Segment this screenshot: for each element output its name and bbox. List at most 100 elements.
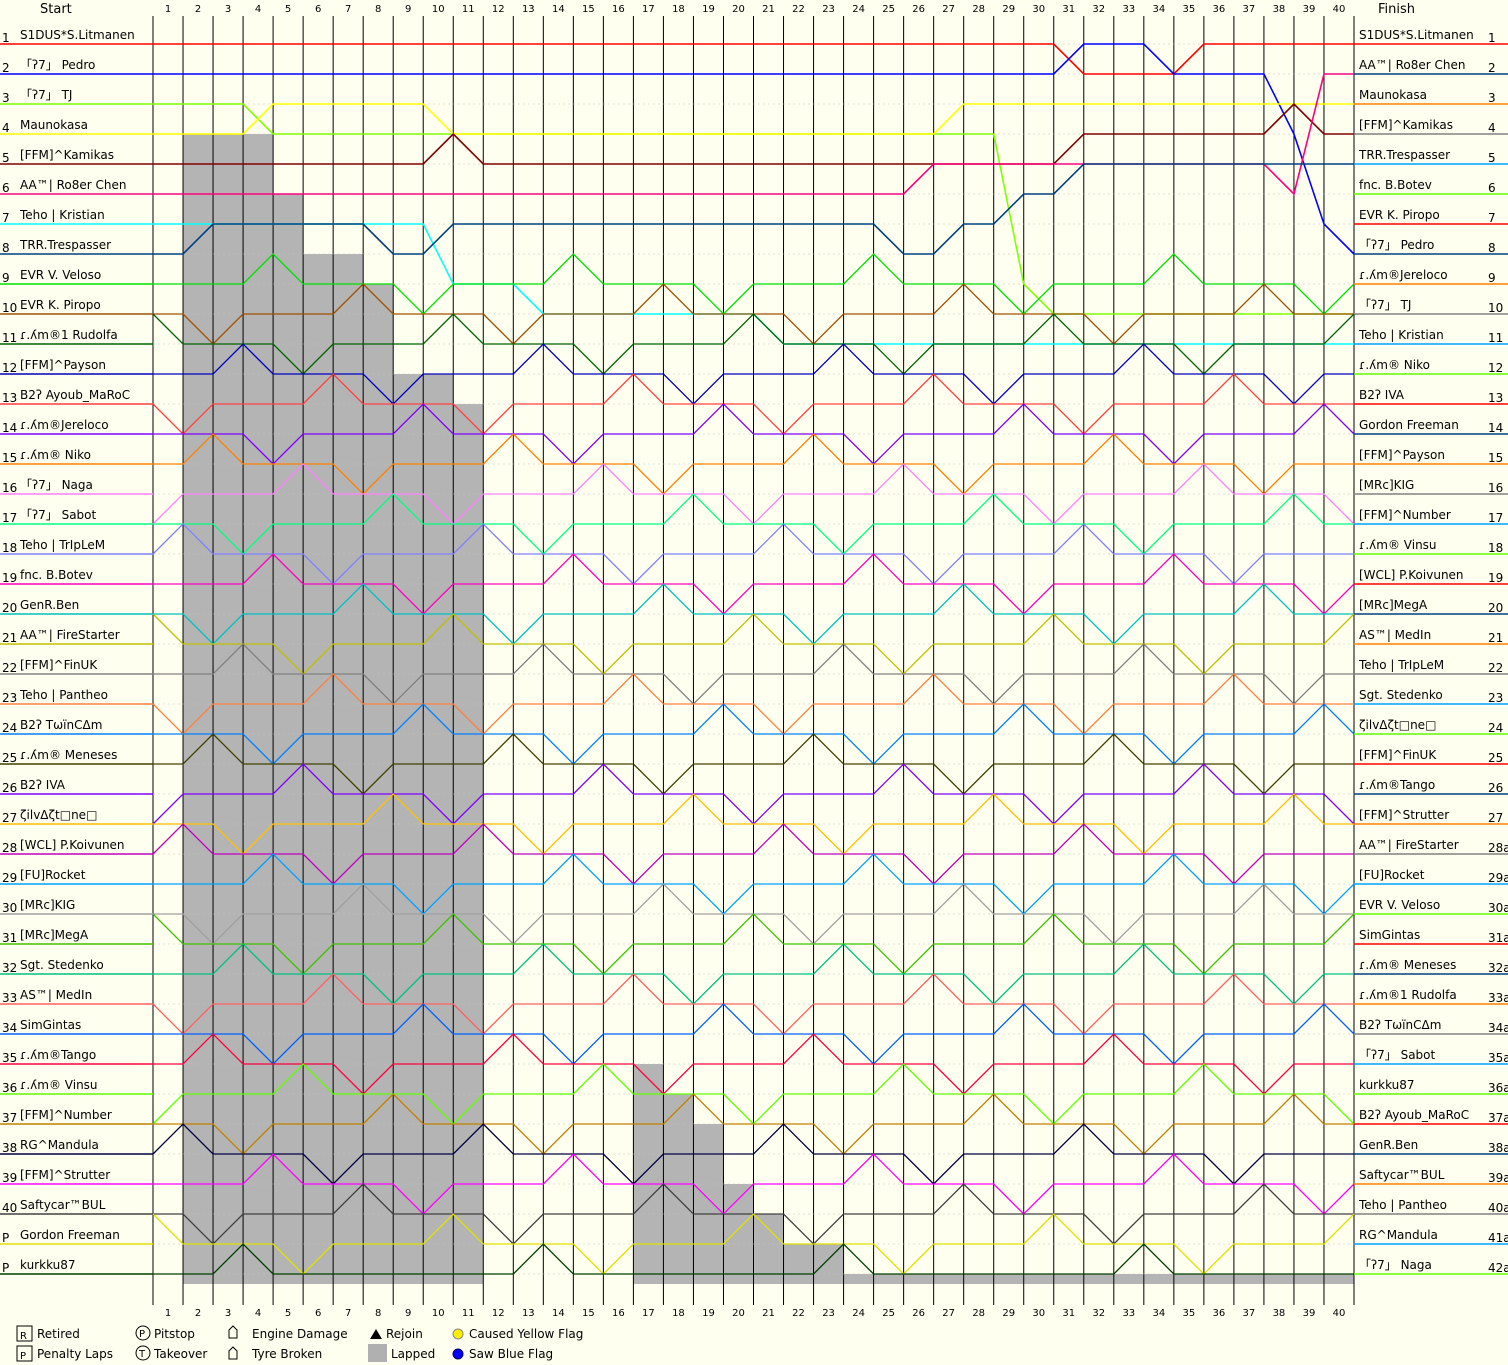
start-driver-name: GenR.Ben xyxy=(20,598,79,612)
series-line-24 xyxy=(153,703,1355,765)
finish-position: 15 xyxy=(1488,451,1503,465)
lapped-bar-11 xyxy=(453,404,484,1284)
finish-position: 14 xyxy=(1488,421,1503,435)
finish-position: 26 xyxy=(1488,781,1503,795)
series-line-2 xyxy=(153,43,1355,255)
start-position: 38 xyxy=(2,1141,17,1155)
lapped-bar-10 xyxy=(423,374,454,1284)
lapped-icon xyxy=(368,1344,387,1362)
lap-label: 8 xyxy=(375,4,381,15)
series-line-1 xyxy=(153,43,1354,75)
lap-label: 19 xyxy=(702,4,715,15)
series-line-42 xyxy=(153,1243,1354,1275)
lap-label: 25 xyxy=(882,4,895,15)
finish-position: 8 xyxy=(1488,241,1496,255)
start-driver-name: B2ʔ TѡїnCΔm xyxy=(20,718,102,732)
start-header: Start xyxy=(40,2,72,17)
finish-driver-name: ɾ.ʎm®Jereloco xyxy=(1359,268,1448,282)
start-position: 2 xyxy=(2,61,10,75)
series-line-23 xyxy=(152,673,1354,735)
lap-label: 26 xyxy=(912,1308,925,1319)
finish-driver-name: [WCL] P.Koivunen xyxy=(1359,568,1464,582)
series-line-31 xyxy=(152,913,1355,975)
lap-label: 31 xyxy=(1062,4,1075,15)
start-driver-name: [FU]Rocket xyxy=(20,868,86,882)
lap-label: 34 xyxy=(1152,4,1165,15)
position-lines xyxy=(152,43,1355,1275)
lapped-bar-21 xyxy=(753,1214,784,1284)
finish-driver-name: Sgt. Stedenko xyxy=(1359,688,1443,702)
lap-label: 23 xyxy=(822,4,835,15)
series-line-13 xyxy=(152,373,1354,435)
start-position: 34 xyxy=(2,1021,17,1035)
start-position: 27 xyxy=(2,811,17,825)
finish-position: 38a xyxy=(1488,1141,1508,1155)
finish-position: 12 xyxy=(1488,361,1503,375)
finish-driver-name: [MRc]KIG xyxy=(1359,478,1414,492)
finish-position: 41a xyxy=(1488,1231,1508,1245)
finish-driver-name: ɾ.ʎm®1 Rudolfa xyxy=(1359,988,1457,1002)
lap-label: 24 xyxy=(852,4,865,15)
lapped-bar-38 xyxy=(1263,1274,1294,1284)
start-driver-name: Gordon Freeman xyxy=(20,1228,120,1242)
finish-position: 36a xyxy=(1488,1081,1508,1095)
finish-driver-name: Saftycar™BUL xyxy=(1359,1168,1445,1182)
finish-position: 3 xyxy=(1488,91,1496,105)
lap-label: 33 xyxy=(1122,4,1135,15)
start-driver-name: 「ʔ7」 Naga xyxy=(20,478,93,492)
legend-lapped: Lapped xyxy=(391,1347,435,1361)
finish-driver-name: ɾ.ʎm®Tango xyxy=(1359,778,1435,792)
finish-position: 16 xyxy=(1488,481,1503,495)
lap-label: 38 xyxy=(1273,4,1286,15)
lap-label: 17 xyxy=(642,4,655,15)
lap-label: 15 xyxy=(582,4,595,15)
finish-position: 33a xyxy=(1488,991,1508,1005)
finish-driver-name: [FFM]^Payson xyxy=(1359,448,1445,462)
lapped-bar-8 xyxy=(363,284,394,1284)
start-driver-name: [FFM]^Kamikas xyxy=(20,148,114,162)
start-driver-name: EVR K. Piropo xyxy=(20,298,101,312)
start-driver-name: Sgt. Stedenko xyxy=(20,958,104,972)
series-line-37 xyxy=(153,1093,1354,1155)
finish-driver-name: [MRc]MegA xyxy=(1359,598,1428,612)
start-driver-name: TRR.Trespasser xyxy=(19,238,111,252)
start-position: 14 xyxy=(2,421,17,435)
start-driver-name: ɾ.ʎm®1 Rudolfa xyxy=(20,328,118,342)
series-line-15 xyxy=(153,433,1354,495)
finish-position: 24 xyxy=(1488,721,1503,735)
start-driver-name: ɾ.ʎm® Niko xyxy=(20,448,91,462)
finish-driver-name: AA™| Ro8er Chen xyxy=(1359,58,1466,72)
start-position: 9 xyxy=(2,271,10,285)
finish-driver-name: 「ʔ7」 Naga xyxy=(1359,1258,1432,1272)
lapped-bar-3 xyxy=(213,134,244,1284)
lap-label: 29 xyxy=(1002,4,1015,15)
start-driver-name: 「ʔ7」 Pedro xyxy=(20,58,95,72)
blue-flag-icon xyxy=(452,1348,464,1360)
lap-label: 18 xyxy=(672,1308,685,1319)
series-line-25 xyxy=(153,733,1354,795)
lapped-bar-25 xyxy=(873,1274,904,1284)
finish-position: 7 xyxy=(1488,211,1496,225)
series-line-4 xyxy=(153,103,1354,135)
finish-driver-name: EVR V. Veloso xyxy=(1359,898,1440,912)
legend-tyre: Tyre Broken xyxy=(251,1347,322,1361)
start-position: 10 xyxy=(2,301,17,315)
finish-driver-name: SimGintas xyxy=(1359,928,1420,942)
finish-position: 13 xyxy=(1488,391,1503,405)
start-position: 1 xyxy=(2,31,10,45)
start-position: 19 xyxy=(2,571,17,585)
start-position: 12 xyxy=(2,361,17,375)
start-position: 30 xyxy=(2,901,17,915)
legend: R Retired P Pitstop Engine Damage Rejoin… xyxy=(16,1325,583,1362)
lap-label: 6 xyxy=(315,4,321,15)
finish-position: 37a xyxy=(1488,1111,1508,1125)
lapped-bar-19 xyxy=(693,1124,724,1284)
series-line-5 xyxy=(153,102,1354,165)
lapped-bar-22 xyxy=(783,1244,814,1284)
finish-position: 28a xyxy=(1488,841,1508,855)
finish-position: 9 xyxy=(1488,271,1496,285)
lap-label: 11 xyxy=(462,4,475,15)
lapped-bar-33 xyxy=(1113,1274,1144,1284)
finish-position: 6 xyxy=(1488,181,1496,195)
